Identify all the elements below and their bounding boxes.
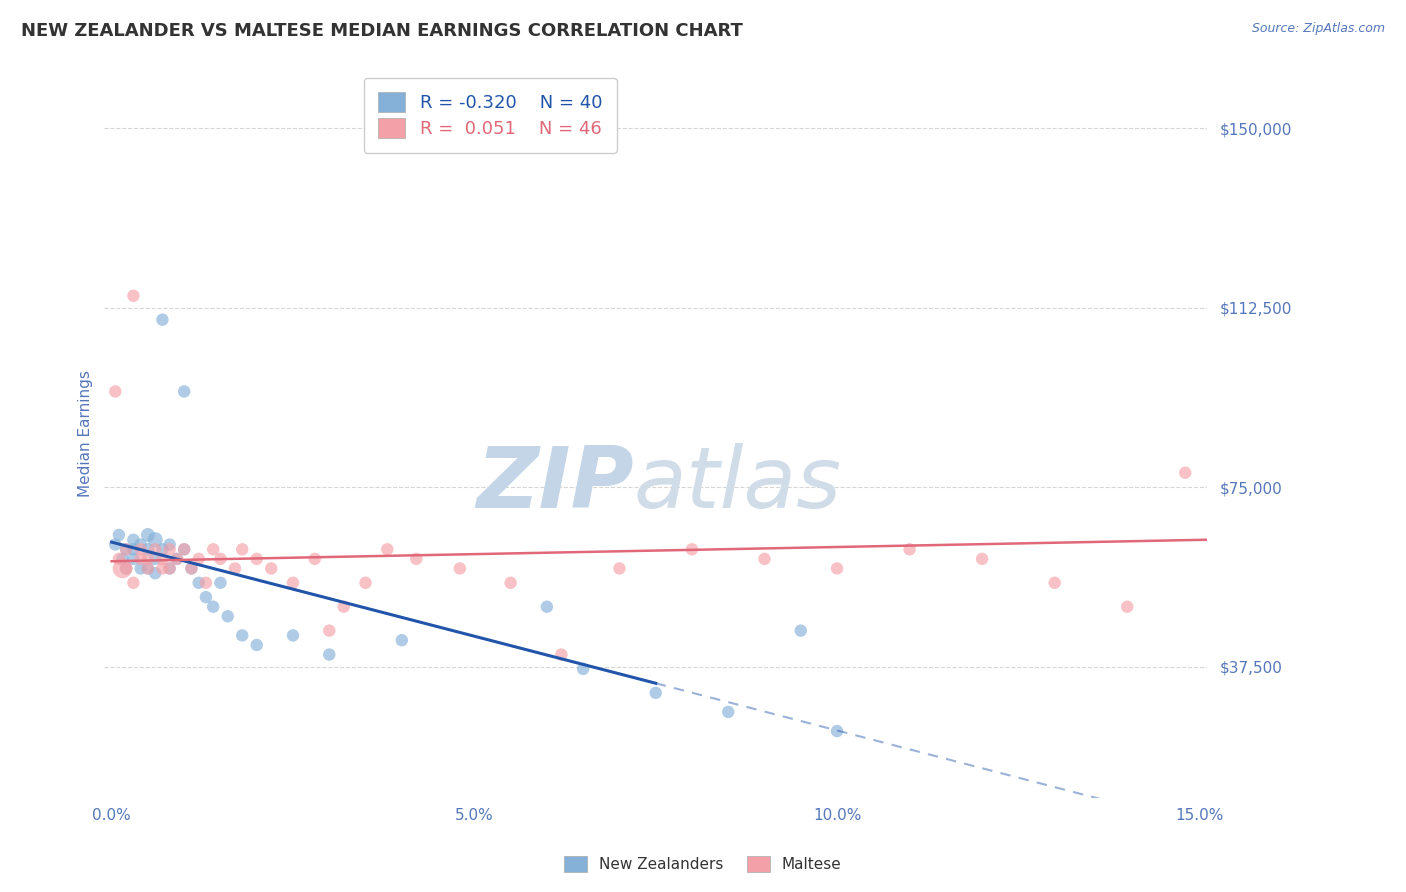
Point xyxy=(209,552,232,566)
Point xyxy=(194,590,217,604)
Point xyxy=(159,561,181,575)
Point xyxy=(143,552,166,566)
Point xyxy=(499,575,522,590)
Point xyxy=(129,537,152,551)
Point xyxy=(173,542,195,557)
Point xyxy=(159,561,181,575)
Point xyxy=(129,552,152,566)
Point xyxy=(187,575,209,590)
Point xyxy=(136,542,159,557)
Point xyxy=(173,384,195,399)
Point xyxy=(681,542,703,557)
Point xyxy=(572,662,595,676)
Point xyxy=(644,686,666,700)
Point xyxy=(231,542,253,557)
Point xyxy=(108,552,131,566)
Point xyxy=(143,533,166,547)
Point xyxy=(115,542,138,557)
Point xyxy=(1174,466,1197,480)
Text: NEW ZEALANDER VS MALTESE MEDIAN EARNINGS CORRELATION CHART: NEW ZEALANDER VS MALTESE MEDIAN EARNINGS… xyxy=(21,22,742,40)
Point xyxy=(143,566,166,581)
Point xyxy=(122,575,145,590)
Point xyxy=(111,552,134,566)
Point xyxy=(405,552,427,566)
Point xyxy=(187,552,209,566)
Point xyxy=(173,542,195,557)
Point xyxy=(825,724,848,739)
Point xyxy=(122,542,145,557)
Point xyxy=(1043,575,1066,590)
Point xyxy=(790,624,813,638)
Point xyxy=(246,638,269,652)
Point xyxy=(166,552,188,566)
Y-axis label: Median Earnings: Median Earnings xyxy=(79,370,93,497)
Point xyxy=(111,561,134,575)
Point xyxy=(104,537,127,551)
Point xyxy=(108,528,131,542)
Point xyxy=(217,609,239,624)
Point xyxy=(209,575,232,590)
Legend: New Zealanders, Maltese: New Zealanders, Maltese xyxy=(557,848,849,880)
Text: ZIP: ZIP xyxy=(477,442,634,526)
Point xyxy=(129,542,152,557)
Point xyxy=(143,542,166,557)
Point xyxy=(152,561,174,575)
Point xyxy=(354,575,377,590)
Point xyxy=(304,552,326,566)
Point xyxy=(194,575,217,590)
Point xyxy=(318,624,340,638)
Point xyxy=(180,561,202,575)
Point xyxy=(281,628,304,642)
Point xyxy=(166,552,188,566)
Point xyxy=(224,561,246,575)
Point xyxy=(129,561,152,575)
Point xyxy=(136,561,159,575)
Point xyxy=(202,599,225,614)
Point xyxy=(898,542,921,557)
Point xyxy=(122,289,145,303)
Point xyxy=(281,575,304,590)
Point xyxy=(152,312,174,326)
Point xyxy=(536,599,558,614)
Point xyxy=(115,561,138,575)
Point xyxy=(122,552,145,566)
Point xyxy=(115,542,138,557)
Point xyxy=(122,533,145,547)
Point xyxy=(202,542,225,557)
Text: atlas: atlas xyxy=(634,442,842,526)
Point xyxy=(754,552,776,566)
Point xyxy=(136,528,159,542)
Point xyxy=(231,628,253,642)
Point xyxy=(972,552,994,566)
Point xyxy=(104,384,127,399)
Text: Source: ZipAtlas.com: Source: ZipAtlas.com xyxy=(1251,22,1385,36)
Point xyxy=(609,561,631,575)
Point xyxy=(449,561,471,575)
Point xyxy=(825,561,848,575)
Point xyxy=(333,599,356,614)
Point xyxy=(391,633,413,648)
Legend: R = -0.320    N = 40, R =  0.051    N = 46: R = -0.320 N = 40, R = 0.051 N = 46 xyxy=(364,78,617,153)
Point xyxy=(375,542,398,557)
Point xyxy=(717,705,740,719)
Point xyxy=(1116,599,1139,614)
Point xyxy=(152,542,174,557)
Point xyxy=(260,561,283,575)
Point xyxy=(550,648,572,662)
Point xyxy=(136,552,159,566)
Point xyxy=(159,537,181,551)
Point xyxy=(180,561,202,575)
Point xyxy=(246,552,269,566)
Point xyxy=(115,561,138,575)
Point xyxy=(318,648,340,662)
Point xyxy=(152,552,174,566)
Point xyxy=(159,542,181,557)
Point xyxy=(136,561,159,575)
